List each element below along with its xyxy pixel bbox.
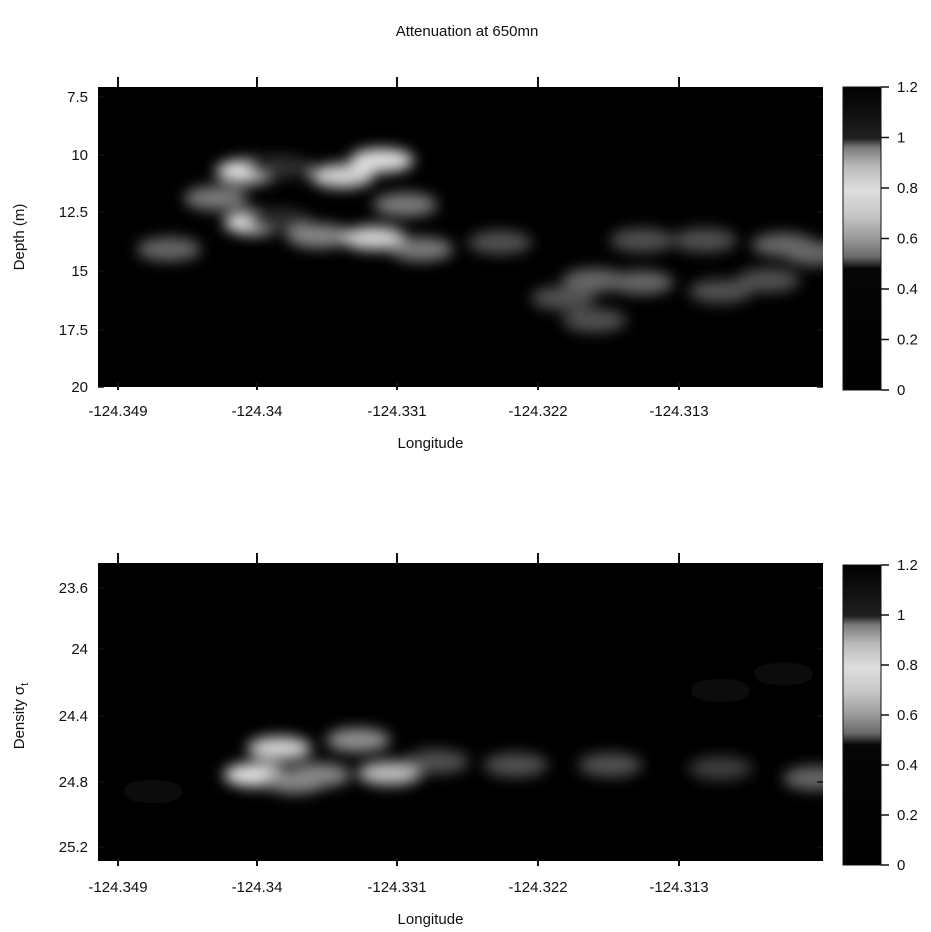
colorbar-tick-label: 0.6: [897, 231, 918, 248]
heat-feature: [562, 268, 627, 293]
x-tick-label: -124.322: [508, 879, 567, 896]
colorbar-tick-label: 0.4: [897, 281, 918, 298]
heat-feature: [467, 230, 532, 255]
heat-feature: [688, 756, 753, 781]
heat-feature: [783, 766, 823, 791]
heat-feature: [341, 226, 406, 251]
y-tick-label: 24.4: [59, 708, 88, 725]
panel-1: -124.349 -124.34 -124.331 -124.322 -124.313 7…: [11, 77, 918, 452]
colorbar-tick-label: 0.6: [897, 707, 918, 724]
colorbar-tick-label: 1.2: [897, 79, 918, 96]
y-tick-label: 23.6: [59, 580, 88, 597]
heat-feature: [483, 752, 548, 777]
heat-feature: [184, 186, 249, 211]
heat-feature: [609, 228, 674, 253]
heat-feature: [247, 155, 312, 179]
colorbar-tick-label: 0.4: [897, 757, 918, 774]
heat-feature: [373, 192, 438, 217]
heat-feature: [751, 661, 816, 686]
y-tick-label: 15: [71, 263, 88, 280]
x-tick-label: -124.313: [649, 879, 708, 896]
x-axis-label: Longitude: [398, 911, 464, 928]
colorbar-tick-label: 0.2: [897, 332, 918, 349]
heat-feature: [672, 228, 737, 253]
heat-feature: [357, 761, 422, 786]
colorbar-tick-label: 0.8: [897, 657, 918, 674]
heat-feature: [609, 270, 674, 295]
y-tick-label: 24.8: [59, 774, 88, 791]
y-axis-label: Density σt: [11, 683, 31, 750]
y-axis-label: Depth (m): [11, 204, 28, 271]
panel-2: -124.349 -124.34 -124.331 -124.322 -124.313 2…: [11, 553, 918, 928]
heat-feature: [310, 163, 375, 188]
heat-feature: [136, 237, 201, 262]
heat-feature: [389, 237, 454, 262]
colorbar-tick-label: 0.8: [897, 180, 918, 197]
colorbar: [842, 564, 882, 866]
x-tick-label: -124.331: [367, 403, 426, 420]
heat-feature: [688, 678, 753, 703]
x-tick-label: -124.349: [88, 879, 147, 896]
colorbar: [842, 86, 882, 391]
plot-area: [98, 563, 823, 861]
heat-feature: [286, 223, 351, 248]
heat-feature: [783, 241, 823, 266]
figure-title: Attenuation at 650mn: [396, 23, 539, 40]
y-tick-label: 12.5: [59, 204, 88, 221]
x-axis-label: Longitude: [398, 435, 464, 452]
x-tick-label: -124.313: [649, 403, 708, 420]
y-tick-label: 20: [71, 379, 88, 396]
colorbar-tick-label: 0.2: [897, 807, 918, 824]
heat-feature: [735, 268, 800, 293]
colorbar-tick-label: 1: [897, 130, 905, 147]
heat-feature: [404, 749, 469, 774]
y-tick-label: 10: [71, 147, 88, 164]
heat-feature: [247, 736, 312, 761]
heat-feature: [562, 308, 627, 333]
x-tick-label: -124.34: [232, 403, 283, 420]
x-tick-label: -124.331: [367, 879, 426, 896]
y-tick-label: 24: [71, 641, 88, 658]
heat-feature: [578, 752, 643, 777]
heat-feature: [247, 208, 312, 233]
x-tick-label: -124.349: [88, 403, 147, 420]
colorbar-tick-label: 0: [897, 382, 905, 399]
colorbar-tick-label: 0: [897, 857, 905, 874]
y-tick-label: 17.5: [59, 322, 88, 339]
heat-feature: [326, 728, 391, 753]
heat-feature: [688, 279, 753, 304]
y-tick-label: 7.5: [67, 89, 88, 106]
heat-feature: [530, 286, 595, 311]
y-tick-label: 25.2: [59, 839, 88, 856]
x-tick-label: -124.34: [232, 879, 283, 896]
heat-feature: [121, 779, 186, 804]
x-tick-label: -124.322: [508, 403, 567, 420]
colorbar-tick-label: 1: [897, 607, 905, 624]
y-axis-label-subscript: t: [19, 683, 31, 686]
heat-feature: [286, 762, 351, 787]
heat-feature: [349, 148, 414, 173]
colorbar-tick-label: 1.2: [897, 557, 918, 574]
